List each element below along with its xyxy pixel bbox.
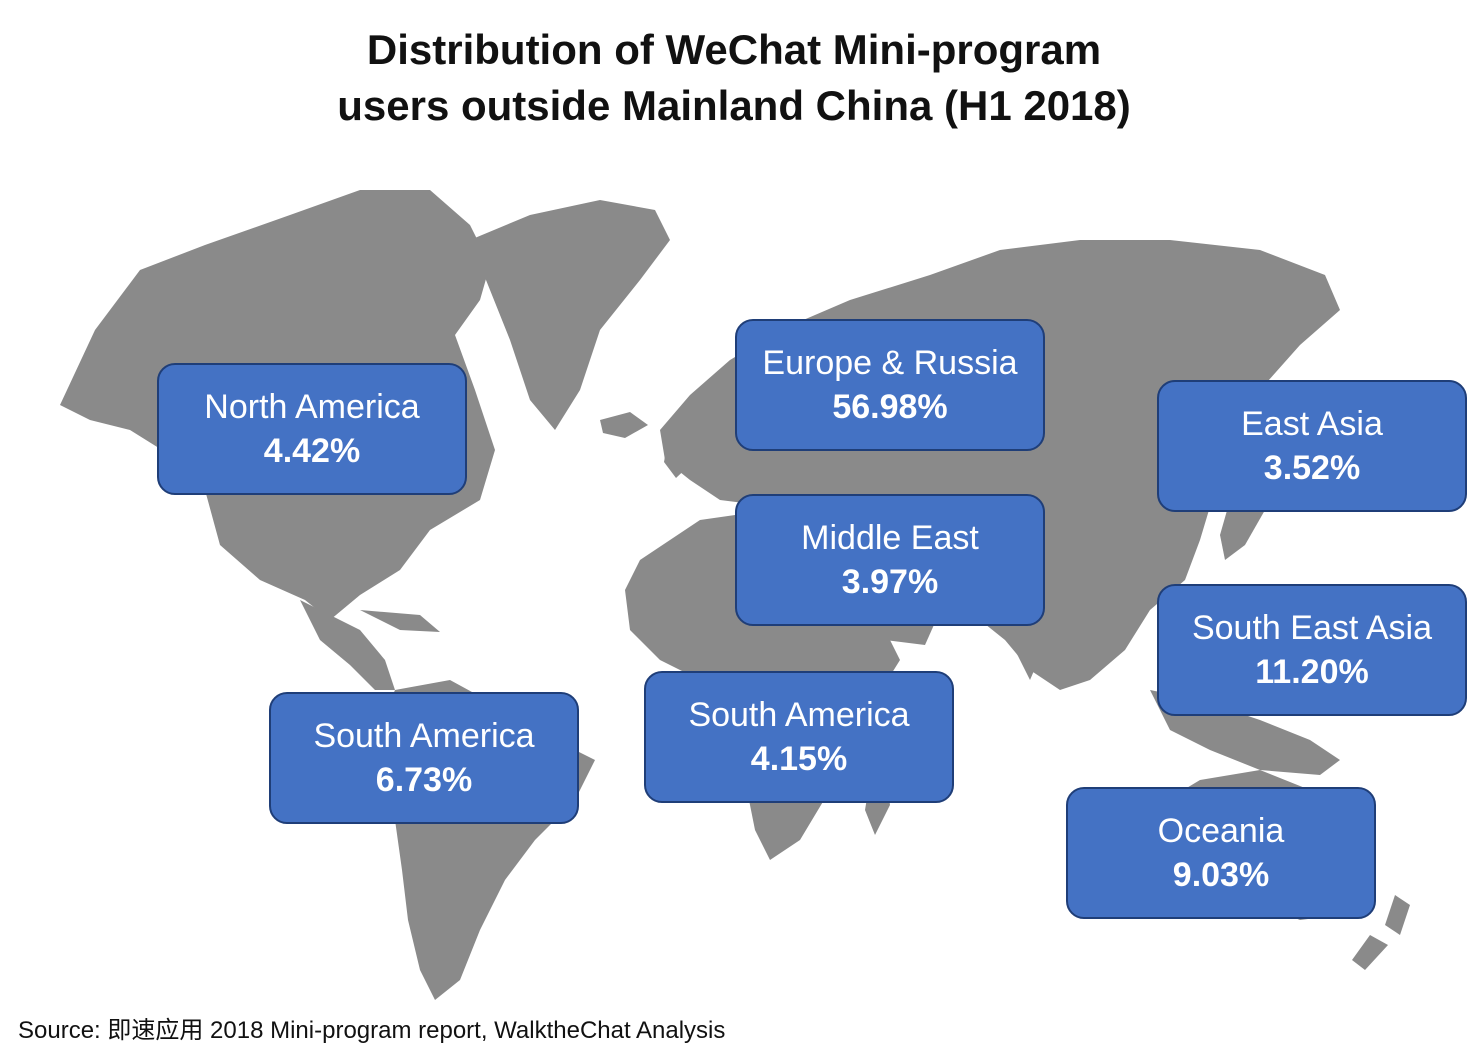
landmass-greenland — [470, 200, 670, 430]
title-line-2: users outside Mainland China (H1 2018) — [337, 82, 1131, 129]
region-share: 3.52% — [1263, 449, 1361, 487]
landmass-caribbean — [360, 610, 440, 632]
region-name: Oceania — [1157, 812, 1285, 850]
region-name: Middle East — [801, 519, 979, 557]
region-box-south-east-asia: South East Asia 11.20% — [1157, 584, 1467, 716]
region-box-oceania: Oceania 9.03% — [1066, 787, 1376, 919]
region-box-north-america: North America 4.42% — [157, 363, 467, 495]
region-box-south-america: South America 6.73% — [269, 692, 579, 824]
region-name: North America — [204, 388, 420, 426]
region-name: South East Asia — [1191, 609, 1433, 647]
landmass-central-america — [300, 600, 395, 690]
landmass-new-zealand — [1352, 895, 1410, 970]
region-box-africa: South America 4.15% — [644, 671, 954, 803]
region-share: 56.98% — [832, 388, 948, 426]
source-note: Source: 即速应用 2018 Mini-program report, W… — [18, 1017, 726, 1044]
region-name: South America — [313, 717, 535, 755]
title-line-1: Distribution of WeChat Mini-program — [366, 26, 1102, 73]
region-box-middle-east: Middle East 3.97% — [735, 494, 1045, 626]
region-name: Europe & Russia — [762, 344, 1018, 382]
region-box-east-asia: East Asia 3.52% — [1157, 380, 1467, 512]
landmass-iceland — [600, 412, 648, 438]
region-share: 3.97% — [841, 563, 939, 601]
region-share: 9.03% — [1172, 856, 1270, 894]
landmass-uk — [664, 432, 693, 478]
region-name: South America — [688, 696, 910, 734]
region-name: East Asia — [1241, 405, 1383, 443]
region-share: 4.42% — [263, 432, 361, 470]
region-share: 11.20% — [1255, 653, 1369, 691]
region-share: 6.73% — [375, 761, 473, 799]
chart-title: Distribution of WeChat Mini-program user… — [0, 22, 1468, 134]
region-share: 4.15% — [750, 740, 848, 778]
region-box-europe-russia: Europe & Russia 56.98% — [735, 319, 1045, 451]
